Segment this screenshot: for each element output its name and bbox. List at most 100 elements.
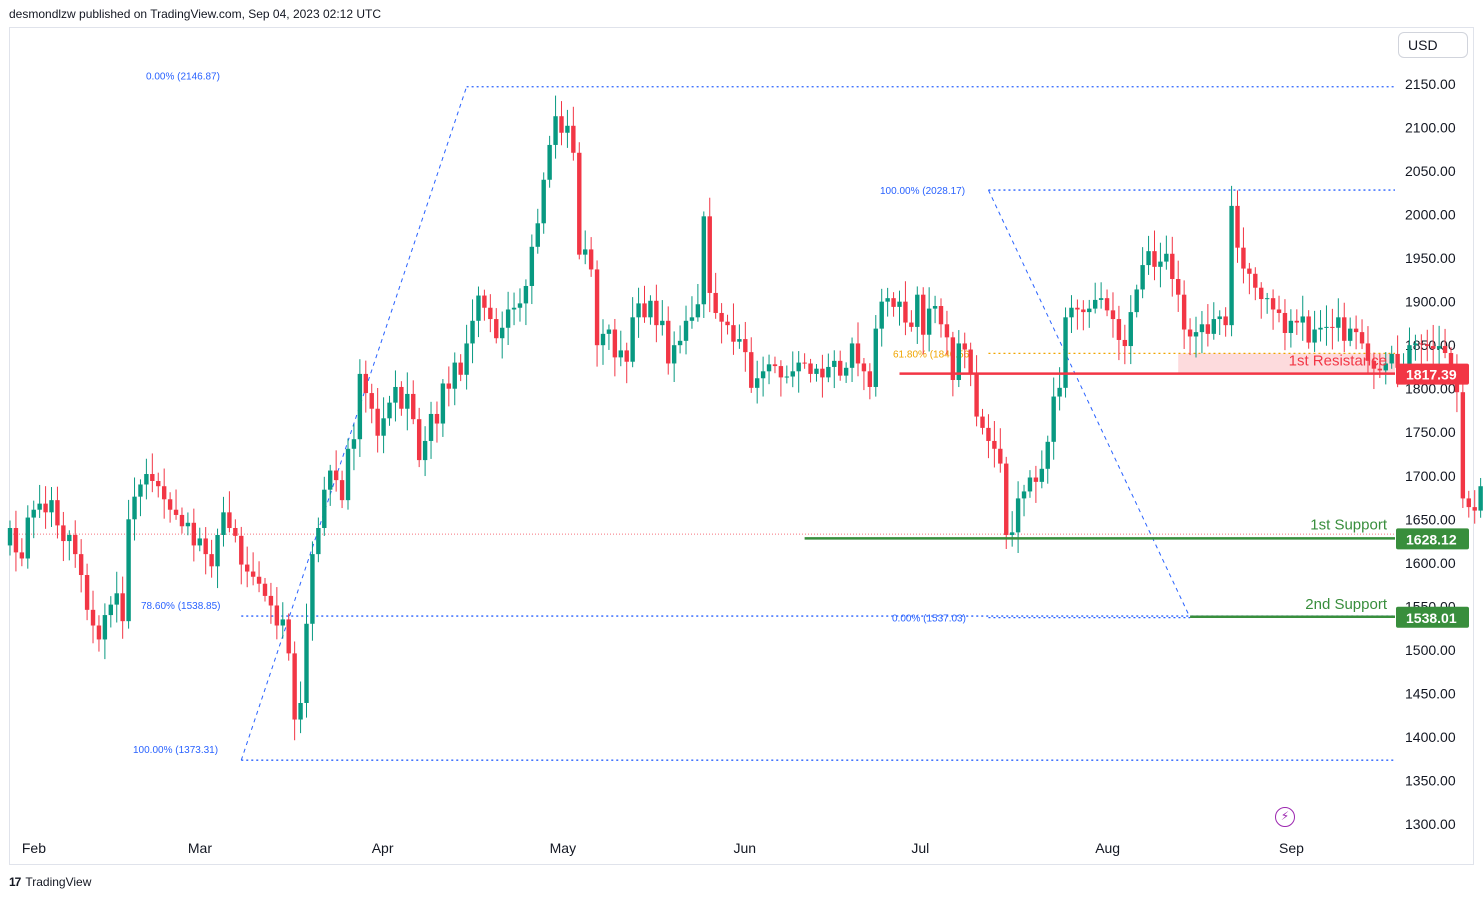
- fib-trend-line: [987, 189, 1191, 618]
- candle-body: [1270, 298, 1276, 310]
- candle-body: [677, 340, 683, 346]
- candle-body: [1134, 289, 1139, 313]
- fib-label: 61.80% (1840.56): [893, 349, 973, 360]
- candle-body: [873, 328, 878, 387]
- candle-body: [19, 552, 25, 559]
- candle-body: [1033, 477, 1039, 482]
- candle-body: [156, 480, 161, 487]
- candle-body: [1176, 279, 1181, 295]
- candle-body: [221, 512, 226, 535]
- lightning-icon[interactable]: ⚡: [1275, 807, 1295, 827]
- candle-body: [897, 301, 902, 307]
- candle-body: [1063, 317, 1068, 388]
- candle-body: [832, 360, 837, 367]
- candle-body: [749, 352, 754, 388]
- candle-body: [577, 152, 582, 255]
- publish-header: desmondlzw published on TradingView.com,…: [9, 7, 382, 21]
- candle-body: [345, 448, 351, 501]
- candle-body: [262, 583, 268, 596]
- candle-body: [588, 249, 594, 270]
- candle-body: [1377, 368, 1383, 371]
- candle-body: [197, 538, 202, 546]
- y-tick-label: 1300.00: [1405, 816, 1456, 832]
- candle-body: [470, 320, 475, 344]
- candle-body: [1395, 353, 1400, 368]
- candle-body: [1436, 346, 1442, 349]
- candle-body: [962, 343, 967, 350]
- level-price-label: 1628.12: [1406, 531, 1457, 547]
- candle-body: [766, 364, 772, 372]
- candle-body: [286, 619, 291, 654]
- candle-body: [618, 350, 623, 358]
- candle-body: [144, 474, 149, 485]
- candle-body: [102, 615, 108, 640]
- candle-body: [1081, 309, 1086, 313]
- candle-body: [820, 368, 825, 378]
- candle-body: [411, 393, 416, 420]
- candle-body: [179, 514, 185, 527]
- candle-body: [553, 116, 558, 145]
- y-tick-label: 2150.00: [1405, 76, 1456, 92]
- candle-body: [713, 292, 718, 313]
- y-tick-label: 1500.00: [1405, 642, 1456, 658]
- candle-body: [938, 306, 944, 325]
- level-price-label: 1817.39: [1406, 367, 1457, 383]
- candle-body: [559, 116, 564, 133]
- candle-body: [689, 317, 695, 321]
- candle-body: [1425, 344, 1430, 347]
- candle-body: [1407, 345, 1412, 367]
- tradingview-logo-icon: 17: [9, 875, 21, 889]
- candle-body: [1164, 253, 1169, 262]
- candle-body: [754, 378, 760, 388]
- y-tick-label: 1650.00: [1405, 511, 1456, 527]
- candle-body: [583, 249, 588, 255]
- y-tick-label: 1750.00: [1405, 424, 1456, 440]
- candle-body: [1235, 205, 1240, 248]
- fib-label: 100.00% (2028.17): [880, 186, 965, 197]
- candle-body: [1324, 326, 1329, 328]
- fib-label: 100.00% (1373.31): [133, 745, 218, 756]
- candle-body: [357, 373, 363, 440]
- candle-body: [849, 343, 855, 368]
- candle-body: [1104, 298, 1110, 311]
- chart-frame: [9, 27, 1474, 865]
- candle-body: [1288, 320, 1294, 333]
- fib-label: 78.60% (1538.85): [141, 601, 221, 612]
- candle-body: [1353, 328, 1359, 333]
- y-tick-label: 1350.00: [1405, 772, 1456, 788]
- candle-body: [215, 534, 220, 567]
- candle-body: [784, 376, 790, 378]
- candle-body: [96, 625, 102, 640]
- y-tick-label: 1400.00: [1405, 729, 1456, 745]
- candle-body: [316, 528, 321, 555]
- candle-body: [120, 593, 125, 622]
- candle-body: [114, 593, 119, 605]
- x-tick-label: Aug: [1095, 840, 1120, 856]
- candle-body: [482, 295, 487, 308]
- y-tick-label: 2000.00: [1405, 207, 1456, 223]
- y-tick-label: 2050.00: [1405, 163, 1456, 179]
- candle-body: [339, 480, 345, 501]
- candle-body: [926, 308, 932, 335]
- candle-body: [78, 554, 84, 576]
- candle-body: [494, 319, 499, 339]
- candle-body: [1140, 265, 1145, 290]
- candle-body: [1419, 343, 1424, 345]
- candle-body: [1259, 287, 1264, 300]
- candle-body: [666, 320, 671, 364]
- candle-body: [986, 427, 991, 441]
- candle-body: [648, 300, 653, 318]
- candle-body: [1110, 310, 1116, 320]
- candle-body: [642, 303, 647, 318]
- candle-body: [1466, 498, 1471, 508]
- candle-body: [328, 470, 333, 490]
- candle-body: [416, 419, 422, 461]
- currency-button[interactable]: USD: [1398, 32, 1468, 58]
- candle-body: [517, 303, 523, 308]
- candle-body: [393, 386, 398, 403]
- candle-body: [239, 535, 244, 565]
- candle-body: [1069, 307, 1074, 318]
- candle-body: [446, 383, 452, 389]
- candle-body: [428, 413, 434, 441]
